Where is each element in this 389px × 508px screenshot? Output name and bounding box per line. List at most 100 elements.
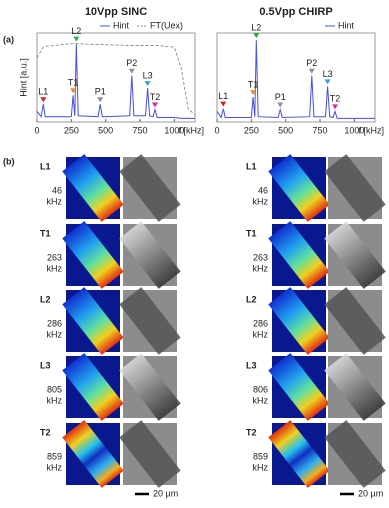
mode-frequency: 286 — [47, 318, 62, 328]
panel-label: (b) — [3, 156, 15, 166]
frequency-unit: kHz — [253, 196, 269, 206]
plot-frame — [36, 32, 196, 123]
legend-label: Hint — [113, 20, 130, 30]
frequency-unit: kHz — [253, 263, 269, 273]
x-tick-label: 0 — [214, 125, 219, 135]
mode-frequency: 46 — [258, 185, 268, 195]
mode-frequency: 859 — [253, 451, 268, 461]
peak-label: P1 — [275, 92, 286, 102]
x-axis-label: f [kHz] — [178, 125, 204, 135]
amplitude-sample — [268, 420, 330, 488]
mode-images: L146kHzT1263kHzL2286kHzL3805kHzT2859kHz2… — [40, 154, 386, 498]
frequency-unit: kHz — [47, 196, 63, 206]
series-line — [36, 43, 195, 119]
mode-label: T1 — [246, 228, 257, 238]
amplitude-sample — [268, 353, 330, 421]
chart: 0.5Vpp CHIRP f [kHz] 0 250 500 750 1000 Hint L1 T… — [214, 6, 384, 135]
frequency-unit: kHz — [47, 395, 63, 405]
series-line — [36, 43, 196, 116]
frequency-unit: kHz — [253, 329, 269, 339]
mode-frequency: 286 — [253, 318, 268, 328]
x-tick-label: 1000 — [344, 125, 364, 135]
scale-bar-label: 20 µm — [153, 488, 178, 498]
mode-label: L1 — [40, 161, 51, 171]
peak-label: L2 — [251, 22, 261, 32]
peak-marker — [308, 68, 315, 74]
mode-frequency: 805 — [47, 384, 62, 394]
frequency-unit: kHz — [253, 462, 269, 472]
phase-sample — [119, 353, 181, 421]
phase-sample — [119, 420, 181, 488]
legend-label: FT(Uex) — [150, 20, 183, 30]
phase-sample — [324, 420, 386, 488]
phase-sample — [324, 221, 386, 289]
peak-label: P2 — [126, 58, 137, 68]
phase-sample — [119, 221, 181, 289]
scale-bar-label: 20 µm — [358, 488, 383, 498]
x-tick-label: 1000 — [164, 125, 184, 135]
peak-marker — [152, 102, 159, 108]
frequency-unit: kHz — [47, 329, 63, 339]
legend-label: Hint — [338, 20, 355, 30]
amplitude-sample — [62, 353, 124, 421]
peak-marker — [253, 33, 260, 39]
peak-marker — [250, 90, 257, 96]
frequency-unit: kHz — [47, 263, 63, 273]
mode-label: L3 — [40, 360, 51, 370]
x-tick-label: 250 — [244, 125, 259, 135]
mode-label: L2 — [246, 294, 257, 304]
phase-sample — [324, 287, 386, 355]
peak-label: T2 — [330, 94, 341, 104]
mode-label: T1 — [40, 228, 51, 238]
mode-frequency: 859 — [47, 451, 62, 461]
peak-label: L2 — [71, 26, 81, 36]
peak-label: L3 — [323, 69, 333, 79]
peak-marker — [40, 97, 47, 103]
frequency-unit: kHz — [47, 462, 63, 472]
amplitude-sample — [268, 287, 330, 355]
x-tick-label: 500 — [278, 125, 293, 135]
x-axis-label: f [kHz] — [358, 125, 384, 135]
peak-label: L3 — [143, 71, 153, 81]
x-tick-label: 250 — [64, 125, 79, 135]
peak-label: P1 — [95, 87, 106, 97]
mode-label: L2 — [40, 294, 51, 304]
peak-marker — [332, 104, 339, 110]
x-tick-label: 750 — [133, 125, 148, 135]
peak-marker — [144, 81, 151, 87]
x-tick-label: 0 — [34, 125, 39, 135]
spectra: 10Vpp SINC Hint [a.u.] f [kHz] 0 250 500 750 10… — [18, 6, 384, 135]
chart-title: 10Vpp SINC — [85, 6, 147, 18]
mode-label: L1 — [246, 161, 257, 171]
plot-frame — [216, 32, 376, 123]
amplitude-sample — [62, 154, 124, 222]
phase-sample — [119, 154, 181, 222]
mode-label: L3 — [246, 360, 257, 370]
mode-frequency: 263 — [253, 252, 268, 262]
peak-label: T1 — [68, 78, 79, 88]
peak-marker — [73, 36, 80, 42]
series-line — [216, 40, 375, 119]
mode-frequency: 263 — [47, 252, 62, 262]
phase-sample — [324, 154, 386, 222]
chart: 10Vpp SINC Hint [a.u.] f [kHz] 0 250 500 750 10… — [18, 6, 204, 135]
chart-title: 0.5Vpp CHIRP — [259, 6, 332, 18]
peak-marker — [128, 68, 135, 74]
peak-label: T2 — [150, 92, 161, 102]
mode-label: T2 — [40, 427, 51, 437]
amplitude-sample — [268, 154, 330, 222]
mode-label: T2 — [246, 427, 257, 437]
frequency-unit: kHz — [253, 395, 269, 405]
mode-frequency: 46 — [52, 185, 62, 195]
peak-label: T1 — [248, 79, 259, 89]
x-tick-label: 750 — [313, 125, 328, 135]
mode-frequency: 806 — [253, 384, 268, 394]
amplitude-sample — [62, 420, 124, 488]
phase-sample — [119, 287, 181, 355]
amplitude-sample — [268, 221, 330, 289]
amplitude-sample — [62, 287, 124, 355]
peak-marker — [277, 102, 284, 108]
peak-label: L1 — [38, 87, 48, 97]
panel-label: (a) — [3, 34, 14, 44]
